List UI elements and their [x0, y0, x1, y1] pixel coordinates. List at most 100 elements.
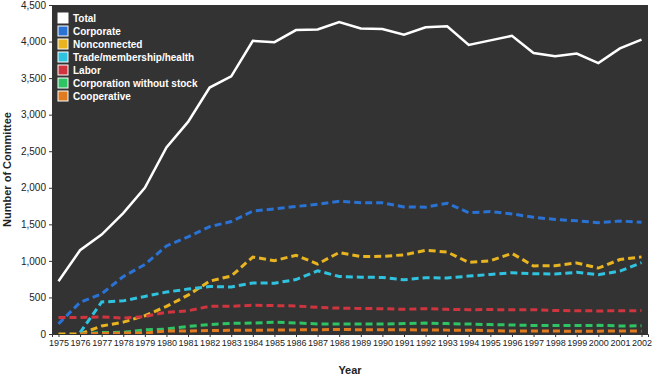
x-tick: 1994: [459, 334, 479, 348]
x-tick-label: 1979: [135, 338, 155, 348]
x-tick: 1987: [308, 334, 328, 348]
x-tick-label: 1976: [71, 338, 91, 348]
legend-swatch: [58, 52, 68, 62]
x-tick: 1975: [49, 334, 69, 348]
y-axis: 05001,0001,5002,0002,5003,0003,5004,0004…: [21, 0, 53, 340]
x-tick-mark: [145, 334, 146, 337]
x-tick: 1993: [438, 334, 458, 348]
legend-swatch: [58, 91, 68, 101]
x-tick: 1983: [222, 334, 242, 348]
chart: 1975197619771978197919801981198219831984…: [0, 0, 656, 380]
x-tick-label: 1994: [459, 338, 479, 348]
x-tick-label: 1978: [114, 338, 134, 348]
y-tick: 3,500: [21, 73, 52, 84]
y-tick-label: 3,000: [21, 109, 46, 120]
x-tick-mark: [102, 334, 103, 337]
x-tick-label: 1997: [524, 338, 544, 348]
y-tick-label: 3,500: [21, 73, 46, 84]
x-tick-label: 1977: [92, 338, 112, 348]
y-tick-mark: [49, 151, 52, 152]
x-tick-mark: [642, 334, 643, 337]
legend-label: Corporation without stock: [73, 78, 198, 89]
y-tick-label: 4,000: [21, 36, 46, 47]
legend-item: Corporate: [58, 26, 121, 37]
x-tick-mark: [253, 334, 254, 337]
x-tick-label: 1995: [481, 338, 501, 348]
x-tick-mark: [534, 334, 535, 337]
x-tick: 1998: [546, 334, 566, 348]
y-axis-line: [49, 6, 53, 335]
x-tick-mark: [188, 334, 189, 337]
x-tick-mark: [296, 334, 297, 337]
x-tick-mark: [231, 334, 232, 337]
x-tick: 1997: [524, 334, 544, 348]
x-tick-label: 1984: [243, 338, 263, 348]
x-tick-label: 1987: [308, 338, 328, 348]
x-tick-label: 1986: [286, 338, 306, 348]
y-tick-mark: [49, 224, 52, 225]
x-tick: 1976: [71, 334, 91, 348]
x-tick-mark: [339, 334, 340, 337]
x-tick: 1985: [265, 334, 285, 348]
plot-background: [52, 5, 648, 334]
x-tick-label: 2000: [589, 338, 609, 348]
x-tick: 1986: [286, 334, 306, 348]
y-tick-mark: [49, 297, 52, 298]
x-tick: 1980: [157, 334, 177, 348]
x-tick: 2002: [632, 334, 652, 348]
legend-label: Corporate: [73, 26, 121, 37]
x-tick-label: 1982: [200, 338, 220, 348]
x-tick: 1989: [351, 334, 371, 348]
legend-swatch: [58, 39, 68, 49]
y-tick-label: 1,000: [21, 256, 46, 267]
x-tick-mark: [555, 334, 556, 337]
x-tick-label: 1985: [265, 338, 285, 348]
x-tick-mark: [274, 334, 275, 337]
x-tick-mark: [426, 334, 427, 337]
y-tick-label: 0: [40, 329, 46, 340]
x-tick: 1996: [502, 334, 522, 348]
series-line: [80, 263, 641, 333]
x-tick-mark: [469, 334, 470, 337]
y-tick: 0: [40, 329, 52, 340]
x-tick-label: 1983: [222, 338, 242, 348]
x-tick-label: 1996: [502, 338, 522, 348]
legend: Total Corporate Nonconnected Trade/membersh…: [58, 13, 198, 102]
y-tick-mark: [49, 334, 52, 335]
x-tick-mark: [577, 334, 578, 337]
legend-label: Cooperative: [73, 91, 131, 102]
legend-label: Nonconnected: [73, 39, 142, 50]
series-line: [80, 322, 641, 334]
x-tick-mark: [58, 334, 59, 337]
y-tick: 1,500: [21, 219, 52, 230]
legend-item: Trade/membership/health: [58, 52, 194, 63]
x-axis: 1975197619771978197919801981198219831984…: [49, 334, 652, 348]
y-tick: 500: [29, 292, 52, 303]
x-tick: 1988: [330, 334, 350, 348]
series-line: [58, 305, 641, 318]
x-tick-mark: [404, 334, 405, 337]
y-tick-label: 2,500: [21, 146, 46, 157]
x-tick-label: 1991: [394, 338, 414, 348]
series-line: [58, 22, 641, 281]
x-tick: 1981: [179, 334, 199, 348]
x-tick-mark: [166, 334, 167, 337]
legend-label: Trade/membership/health: [73, 52, 194, 63]
x-tick: 1979: [135, 334, 155, 348]
series-line: [80, 330, 641, 334]
series-line: [58, 201, 641, 324]
x-tick-mark: [80, 334, 81, 337]
x-tick: 1984: [243, 334, 263, 348]
legend-item: Labor: [58, 65, 101, 76]
legend-item: Nonconnected: [58, 39, 142, 50]
legend-swatch: [58, 13, 68, 23]
legend-label: Labor: [73, 65, 101, 76]
x-tick-mark: [620, 334, 621, 337]
x-tick-label: 1988: [330, 338, 350, 348]
x-tick: 1992: [416, 334, 436, 348]
legend-item: Total: [58, 13, 96, 24]
x-tick-label: 1981: [179, 338, 199, 348]
x-tick-mark: [123, 334, 124, 337]
legend-swatch: [58, 26, 68, 36]
x-tick-mark: [210, 334, 211, 337]
